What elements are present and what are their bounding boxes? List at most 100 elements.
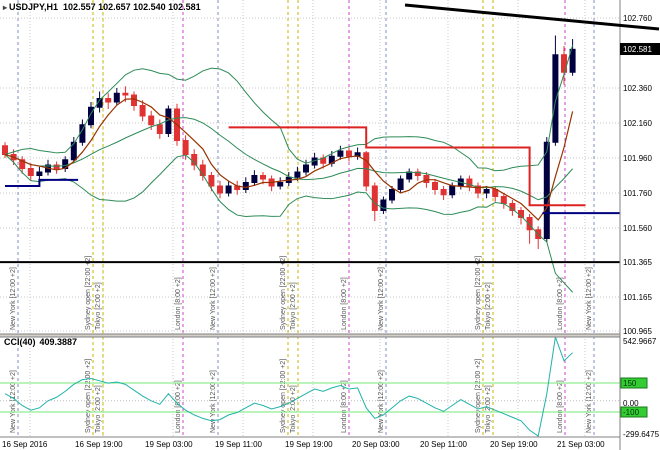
time-axis-label: 19 Sep 19:00 bbox=[285, 440, 333, 449]
candle[interactable] bbox=[389, 189, 395, 201]
pane-separators[interactable] bbox=[0, 333, 660, 438]
bollinger-line bbox=[4, 154, 573, 293]
symbol-title: USDJPY,H1 bbox=[9, 2, 59, 12]
indicator-header: CCI(40) 409.3887 bbox=[4, 337, 77, 347]
candle[interactable] bbox=[569, 48, 576, 73]
candle[interactable] bbox=[526, 217, 533, 231]
candle[interactable] bbox=[552, 54, 559, 143]
candle[interactable] bbox=[225, 185, 232, 194]
candle[interactable] bbox=[475, 185, 481, 194]
pane-divider[interactable] bbox=[0, 334, 660, 337]
session-label-tokyo: Tokyo [2:00 +2] bbox=[95, 282, 102, 330]
candle[interactable] bbox=[139, 105, 146, 117]
cci-level-badge-label: 150 bbox=[623, 379, 637, 388]
candle[interactable] bbox=[380, 199, 387, 212]
price-axis-label: 102.360 bbox=[623, 84, 652, 93]
candle[interactable] bbox=[131, 94, 137, 107]
candle[interactable] bbox=[217, 185, 223, 194]
candle[interactable] bbox=[303, 164, 309, 173]
candle[interactable] bbox=[19, 159, 26, 170]
candle[interactable] bbox=[70, 141, 77, 161]
session-lines-layer: New York [12:00 +2] New York [12:00 +2] Sy… bbox=[10, 0, 595, 437]
candle[interactable] bbox=[27, 168, 34, 177]
candle[interactable] bbox=[406, 171, 413, 180]
session-label-new_york: New York [12:00 +2] bbox=[378, 370, 385, 433]
candle[interactable] bbox=[2, 145, 8, 156]
candle[interactable] bbox=[251, 175, 258, 184]
candle[interactable] bbox=[260, 175, 266, 180]
time-axis-label: 16 Sep 2016 bbox=[2, 440, 48, 449]
price-axis-label: 101.560 bbox=[623, 224, 652, 233]
session-label-sydney: Sydney open [22:00 +2] bbox=[475, 256, 482, 330]
trendline-object[interactable] bbox=[404, 3, 660, 31]
current-price-badge bbox=[620, 43, 660, 55]
one-click-trading-arrow-icon[interactable]: ▸ bbox=[3, 3, 8, 12]
session-label-new_york: New York [12:00 +2] bbox=[586, 267, 593, 330]
candle[interactable] bbox=[500, 196, 507, 205]
candle[interactable] bbox=[423, 175, 430, 184]
cci-axis-label: 0.00 bbox=[623, 399, 639, 408]
candle[interactable] bbox=[371, 185, 378, 212]
candle[interactable] bbox=[199, 164, 206, 177]
time-axis-label: 20 Sep 03:00 bbox=[352, 440, 400, 449]
cci-level-badge bbox=[620, 406, 648, 418]
candle[interactable] bbox=[182, 140, 189, 156]
candle[interactable] bbox=[466, 178, 473, 187]
candle[interactable] bbox=[440, 189, 447, 196]
candle[interactable] bbox=[337, 150, 344, 157]
candle[interactable] bbox=[122, 92, 129, 96]
session-label-london: London [8:00 +2] bbox=[341, 380, 348, 433]
candle[interactable] bbox=[242, 182, 249, 191]
cci-level-badge-label: -100 bbox=[623, 408, 640, 417]
candle[interactable] bbox=[397, 178, 404, 191]
resistance-step-line[interactable] bbox=[228, 126, 586, 207]
candles-layer[interactable] bbox=[2, 35, 576, 250]
candle[interactable] bbox=[96, 98, 103, 108]
drawn-objects-layer[interactable] bbox=[0, 126, 620, 264]
grid-layer bbox=[0, 0, 620, 437]
bollinger-line bbox=[4, 45, 574, 172]
chart-header: ▸ USDJPY,H1 102.557 102.657 102.540 102.58… bbox=[3, 2, 201, 12]
candle[interactable] bbox=[105, 98, 112, 103]
candle[interactable] bbox=[483, 189, 490, 194]
time-axis-label: 19 Sep 11:00 bbox=[215, 440, 263, 449]
candle[interactable] bbox=[208, 175, 215, 187]
ohlc-readout: 102.557 102.657 102.540 102.581 bbox=[63, 2, 201, 12]
cci-pane[interactable] bbox=[0, 336, 620, 437]
candle[interactable] bbox=[561, 54, 567, 73]
time-axis-label: 20 Sep 11:00 bbox=[420, 440, 468, 449]
session-label-london: London [8:00 +2] bbox=[557, 380, 564, 433]
candle[interactable] bbox=[88, 106, 94, 126]
session-label-new_york: New York [12:00 +2] bbox=[210, 267, 217, 330]
candle[interactable] bbox=[277, 182, 284, 187]
time-axis-label: 20 Sep 19:00 bbox=[490, 440, 538, 449]
price-axis-label: 101.960 bbox=[623, 154, 652, 163]
session-label-london: London [8:00 +2] bbox=[341, 277, 348, 330]
price-axis[interactable]: 102.760 102.360 102.160 101.960 101.760 101.5… bbox=[619, 0, 660, 450]
session-label-new_york: New York [12:00 +2] bbox=[586, 370, 593, 433]
candle[interactable] bbox=[191, 154, 198, 166]
trendline-layer[interactable] bbox=[404, 3, 660, 31]
candle[interactable] bbox=[36, 171, 43, 177]
candle[interactable] bbox=[449, 185, 456, 196]
indicator-value: 409.3887 bbox=[39, 337, 78, 347]
candle[interactable] bbox=[148, 115, 155, 126]
time-axis[interactable]: 16 Sep 2016 16 Sep 19:00 19 Sep 03:00 19 Se… bbox=[2, 440, 605, 449]
candle[interactable] bbox=[346, 150, 352, 157]
candle[interactable] bbox=[156, 124, 163, 135]
session-label-new_york: New York [12:00 +2] bbox=[378, 267, 385, 330]
session-label-new_york: New York [12:00 +2] bbox=[10, 267, 17, 330]
candle[interactable] bbox=[492, 189, 499, 198]
support-step-line[interactable] bbox=[5, 178, 79, 188]
candle[interactable] bbox=[113, 92, 120, 103]
price-axis-label: 100.965 bbox=[623, 327, 652, 336]
candle[interactable] bbox=[543, 141, 550, 240]
candle[interactable] bbox=[432, 182, 438, 191]
price-axis-label: 102.160 bbox=[623, 119, 652, 128]
session-label-sydney: Sydney open [22:00 +2] bbox=[280, 359, 287, 433]
session-label-london: London [8:00 +2] bbox=[175, 380, 182, 433]
cci-level-badge bbox=[620, 377, 648, 389]
candle[interactable] bbox=[294, 171, 301, 178]
